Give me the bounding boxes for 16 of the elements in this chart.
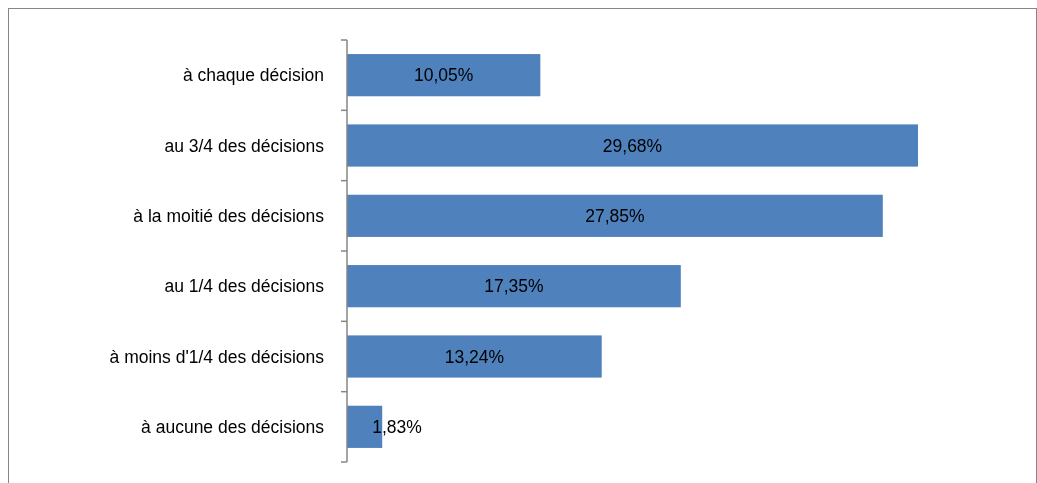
bar — [347, 335, 602, 378]
y-tick-label: à chaque décision — [182, 65, 324, 86]
bar — [347, 265, 681, 308]
y-tick-label: à moins d'1/4 des décisions — [109, 346, 325, 367]
data-label: 27,85% — [585, 205, 645, 226]
y-tick-label: à aucune des décisions — [141, 416, 325, 437]
y-tick-label: à la moitié des décisions — [133, 205, 325, 226]
y-tick-label: au 3/4 des décisions — [164, 135, 325, 156]
data-label: 17,35% — [484, 276, 544, 297]
bar — [347, 54, 541, 97]
y-tick-label: au 1/4 des décisions — [164, 276, 325, 297]
data-label: 13,24% — [444, 346, 505, 367]
data-label: 10,05% — [413, 65, 474, 86]
data-label: 29,68% — [602, 135, 663, 156]
bar — [347, 194, 883, 237]
bar — [347, 124, 918, 167]
